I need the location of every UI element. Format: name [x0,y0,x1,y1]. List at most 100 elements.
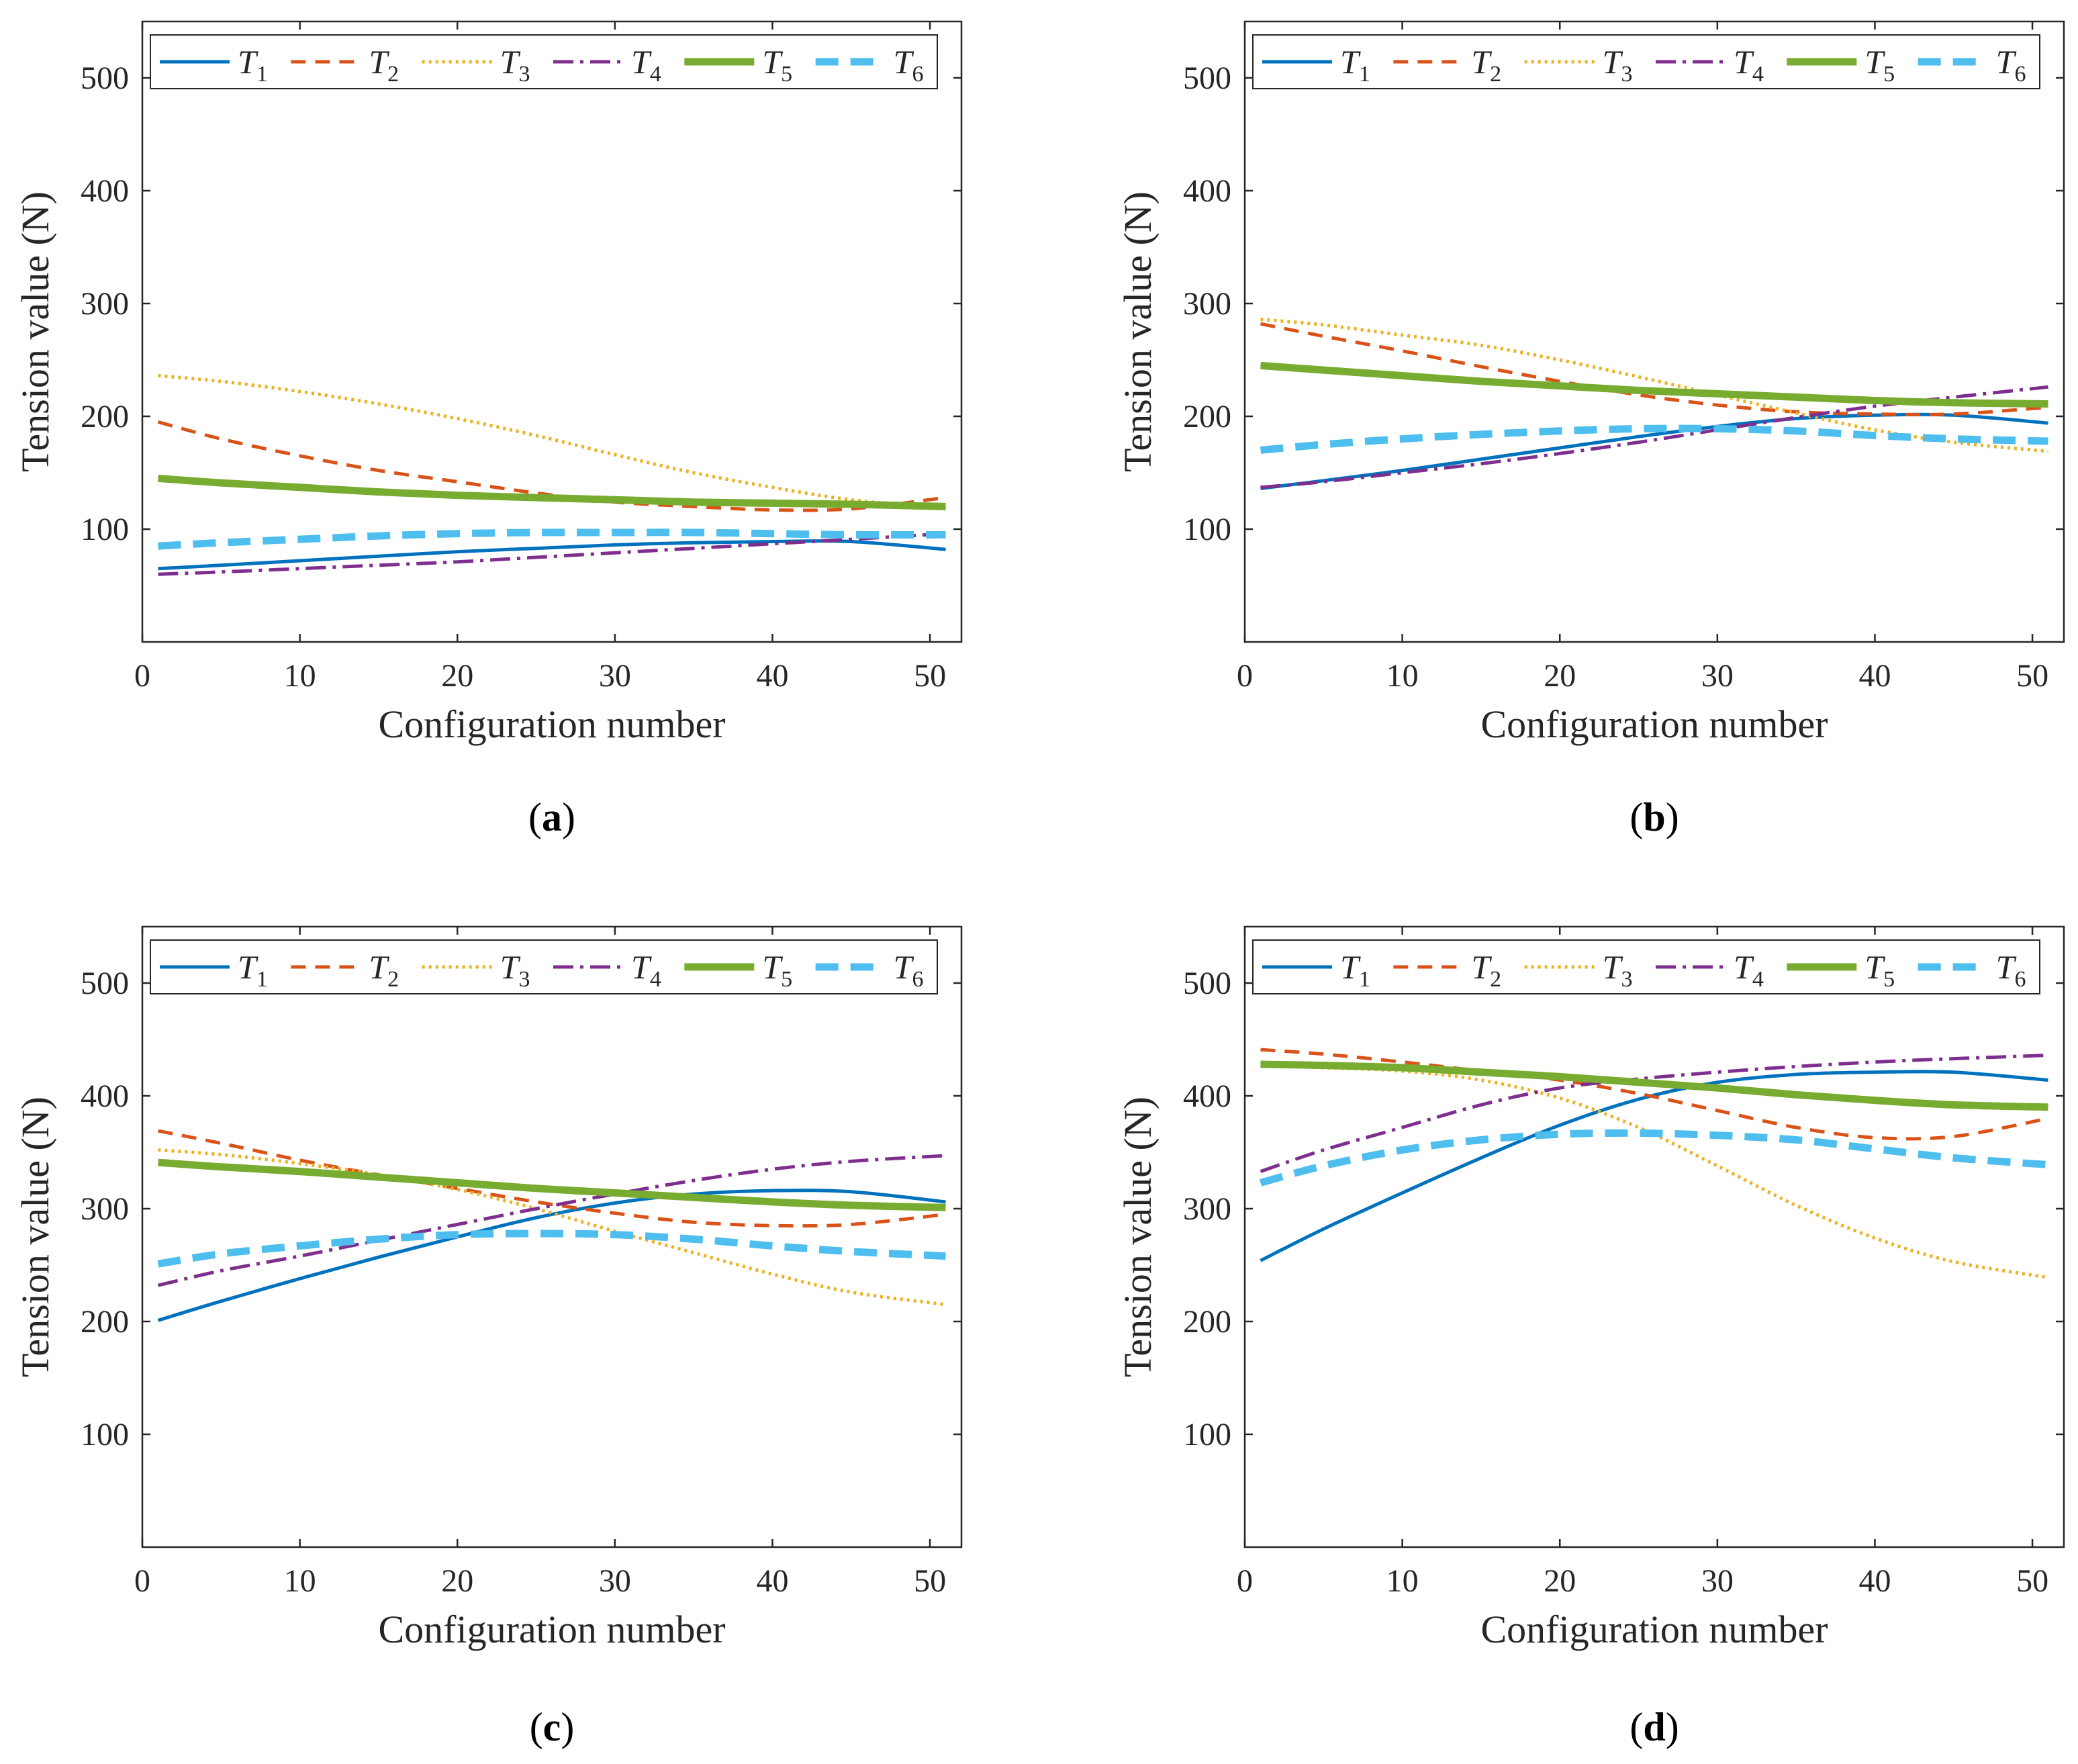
y-axis-label: Tension value (N) [1116,1097,1160,1377]
legend-label-t5: T5 [762,43,792,87]
x-tick-label: 0 [134,1563,150,1599]
y-tick-label: 500 [1183,60,1231,96]
panel-caption: (d) [1630,1705,1679,1749]
legend-label-t3: T3 [1603,948,1633,992]
y-tick-label: 200 [1183,1304,1231,1340]
x-tick-label: 10 [284,658,316,694]
y-tick-label: 500 [1183,966,1231,1001]
legend-box [1252,939,2040,994]
legend-label-t4: T4 [631,948,661,992]
x-tick-label: 10 [1386,1563,1419,1599]
series-line-t6 [157,1229,946,1268]
y-tick-label: 400 [81,173,129,209]
x-tick-label: 20 [441,658,473,694]
y-tick-label: 100 [81,512,129,547]
x-axis-label: Configuration number [1480,1608,1828,1651]
x-tick-label: 10 [1386,658,1419,694]
legend-box [150,34,938,89]
x-tick-label: 20 [1544,1563,1576,1599]
panel-caption: (a) [528,795,575,839]
legend-box [150,939,938,994]
axes-box [141,20,963,643]
x-tick-label: 40 [1858,1563,1891,1599]
x-tick-label: 40 [756,1563,788,1599]
y-tick-label: 200 [81,399,129,434]
series-line-t5 [158,474,946,510]
legend-label-t1: T1 [1340,43,1370,87]
series-group [157,1129,946,1322]
legend-label-t1: T1 [238,948,268,992]
chart-panel-c: 0 10 20 30 40 50 100 200 300 400 500 Configuration … [13,925,963,1749]
x-tick-label: 30 [599,1563,631,1599]
y-tick-label: 300 [81,1191,129,1227]
y-tick-label: 300 [1183,1191,1231,1227]
axes-box [1243,20,2065,643]
legend-label-t5: T5 [1864,948,1895,992]
legend-label-t4: T4 [1734,43,1764,87]
x-tick-label: 20 [441,1563,473,1599]
legend-box [1252,34,2040,89]
series-line-t2 [158,1129,946,1228]
chart-panel-b: 0 10 20 30 40 50 100 200 300 400 500 Configuration … [1116,20,2065,839]
y-tick-label: 100 [1183,1417,1231,1452]
x-axis-label: Configuration number [378,1608,725,1651]
legend-label-t4: T4 [631,43,661,87]
y-tick-label: 400 [81,1078,129,1114]
x-tick-label: 50 [914,1563,946,1599]
legend-label-t6: T6 [1996,948,2026,992]
x-tick-label: 50 [914,658,946,694]
series-line-t1 [1260,412,2048,490]
y-axis-label: Tension value (N) [13,1097,57,1377]
x-axis-label: Configuration number [378,702,725,746]
series-line-t5 [1260,361,2048,408]
series-line-t6 [1260,424,2048,454]
series-group [1260,318,2048,490]
axes-box [141,925,963,1548]
series-line-t4 [1260,385,2048,490]
series-line-t3 [158,1148,946,1307]
x-tick-label: 30 [1701,658,1734,694]
y-axis-label: Tension value (N) [1116,191,1160,472]
chart-panel-a: 0 10 20 30 40 50 100 200 300 400 500 Configuration … [13,20,963,839]
y-axis-label: Tension value (N) [13,191,57,472]
chart-panel-d: 0 10 20 30 40 50 100 200 300 400 500 Configuration … [1116,925,2065,1749]
x-tick-label: 50 [2016,658,2048,694]
series-line-t3 [158,374,946,511]
x-axis-label: Configuration number [1480,702,1828,746]
series-line-t1 [158,539,946,571]
series-line-t5 [158,1158,946,1211]
y-tick-label: 200 [81,1304,129,1340]
x-tick-label: 0 [134,658,150,694]
legend-label-t6: T6 [894,948,924,992]
legend-label-t6: T6 [894,43,924,87]
series-line-t1 [157,1189,946,1322]
series-line-t4 [158,532,946,576]
legend-label-t2: T2 [1471,43,1501,87]
y-tick-label: 300 [81,286,129,322]
legend-label-t2: T2 [1471,948,1501,992]
series-group [157,374,946,576]
y-tick-label: 300 [1183,286,1231,322]
x-tick-label: 30 [1701,1563,1734,1599]
y-tick-label: 500 [81,966,129,1001]
y-tick-label: 400 [1183,1078,1231,1114]
y-tick-label: 400 [1183,173,1231,209]
y-tick-label: 100 [1183,512,1231,547]
series-line-t3 [1260,318,2048,453]
y-tick-label: 500 [81,60,129,96]
legend-label-t2: T2 [369,948,399,992]
x-tick-label: 0 [1237,1563,1253,1599]
x-tick-label: 0 [1237,658,1253,694]
x-tick-label: 20 [1544,658,1576,694]
series-line-t5 [1260,1060,2048,1111]
y-tick-label: 100 [81,1417,129,1452]
series-line-t6 [158,528,946,550]
panel-caption: (c) [530,1705,575,1749]
legend-label-t2: T2 [369,43,399,87]
legend-label-t5: T5 [1864,43,1895,87]
series-line-t2 [157,420,946,512]
x-tick-label: 50 [2016,1563,2048,1599]
panel-caption: (b) [1630,795,1679,839]
series-group [1260,1048,2048,1279]
